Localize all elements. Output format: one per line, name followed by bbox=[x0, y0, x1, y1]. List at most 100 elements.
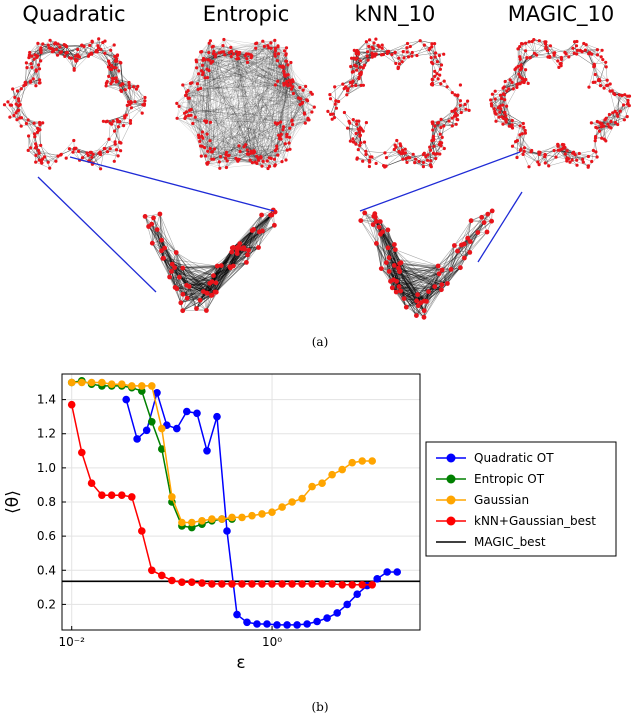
graph-node bbox=[357, 130, 362, 134]
graph-node bbox=[526, 81, 530, 85]
graph-edge bbox=[255, 43, 262, 159]
graph-edge bbox=[35, 147, 40, 161]
graph-edge bbox=[226, 55, 246, 153]
graph-edge bbox=[120, 62, 123, 84]
graph-edge bbox=[66, 44, 83, 53]
graph-edge bbox=[236, 58, 252, 154]
graph-edge bbox=[48, 155, 59, 163]
graph-edge bbox=[15, 88, 22, 105]
graph-edge bbox=[276, 142, 290, 147]
inset-edge bbox=[239, 243, 259, 248]
graph-edge bbox=[210, 62, 270, 158]
graph-node bbox=[535, 53, 539, 57]
graph-node bbox=[573, 153, 577, 157]
graph-edge bbox=[289, 118, 309, 129]
graph-edge bbox=[219, 52, 292, 90]
graph-node bbox=[229, 54, 233, 59]
graph-edge bbox=[208, 52, 276, 151]
graph-edge bbox=[358, 51, 373, 56]
graph-node bbox=[24, 121, 28, 126]
graph-edge bbox=[206, 69, 211, 141]
inset-edge bbox=[159, 213, 165, 249]
inset-edge bbox=[182, 265, 218, 295]
graph-node bbox=[199, 86, 203, 90]
graph-edge bbox=[213, 46, 287, 55]
graph-node bbox=[36, 63, 41, 67]
graph-edge bbox=[285, 61, 289, 75]
graph-node bbox=[27, 134, 31, 138]
graph-node bbox=[584, 43, 588, 47]
graph-node bbox=[623, 93, 627, 97]
graph-edge bbox=[574, 154, 589, 168]
graph-edge bbox=[226, 158, 237, 168]
graph-edge bbox=[520, 133, 526, 150]
graph-node bbox=[119, 88, 123, 92]
graph-edge bbox=[291, 119, 309, 122]
inset-edge bbox=[159, 213, 177, 253]
graph-node bbox=[29, 146, 33, 150]
graph-edge bbox=[198, 122, 207, 136]
graph-edge bbox=[203, 58, 248, 151]
graph-node bbox=[604, 65, 608, 69]
graph-edge bbox=[594, 62, 606, 65]
graph-node bbox=[346, 89, 350, 93]
graph-edge bbox=[176, 118, 270, 167]
graph-node bbox=[597, 129, 602, 133]
graph-node bbox=[354, 131, 358, 136]
graph-edge bbox=[236, 51, 307, 101]
inset-edge bbox=[182, 268, 188, 299]
graph-node bbox=[611, 111, 615, 115]
graph-node bbox=[77, 55, 81, 59]
graph-edge bbox=[284, 75, 311, 93]
graph-node bbox=[345, 93, 349, 97]
graph-edge bbox=[208, 70, 284, 127]
graph-edge bbox=[238, 153, 248, 160]
graph-edge bbox=[75, 45, 83, 62]
graph-edge bbox=[594, 140, 598, 158]
graph-edge bbox=[122, 83, 136, 102]
graph-node bbox=[432, 144, 436, 148]
inset-edge bbox=[176, 265, 218, 289]
graph-edge bbox=[61, 51, 76, 60]
graph-edge bbox=[213, 51, 227, 168]
graph-node bbox=[30, 65, 34, 69]
graph-edge bbox=[213, 53, 280, 139]
graph-node bbox=[431, 151, 435, 155]
graph-edge bbox=[264, 46, 284, 67]
graph-edge bbox=[200, 77, 208, 89]
graph-edge bbox=[418, 153, 436, 162]
graph-edge bbox=[13, 105, 19, 116]
graph-node bbox=[113, 140, 117, 144]
graph-edge bbox=[504, 84, 518, 88]
graph-edge bbox=[42, 43, 53, 52]
graph-node bbox=[393, 50, 397, 55]
graph-edge bbox=[226, 159, 238, 168]
graph-node bbox=[459, 110, 463, 115]
graph-edge bbox=[189, 52, 210, 111]
graph-edge bbox=[19, 117, 38, 129]
graph-edge bbox=[236, 81, 294, 160]
inset-edge bbox=[186, 265, 222, 286]
graph-edge bbox=[533, 39, 551, 47]
graph-edge bbox=[504, 84, 518, 95]
graph-edge bbox=[26, 67, 37, 72]
graph-edge bbox=[251, 47, 287, 57]
graph-edge bbox=[213, 123, 279, 160]
graph-node bbox=[229, 45, 233, 50]
graph-node bbox=[284, 52, 288, 56]
inset-edge bbox=[152, 229, 158, 244]
graph-edge bbox=[414, 162, 432, 167]
inset-edge bbox=[169, 276, 215, 293]
graph-edge bbox=[128, 82, 138, 87]
graph-edge bbox=[275, 84, 292, 90]
graph-node bbox=[67, 147, 71, 151]
graph-node bbox=[111, 119, 115, 123]
graph-node bbox=[210, 157, 214, 161]
graph-edge bbox=[201, 140, 211, 147]
panel-a-graphs: Quadratic Entropic kNN_10 MAGIC_10 (a) bbox=[2, 2, 632, 349]
graph-edge bbox=[120, 62, 123, 84]
graph-edge bbox=[215, 45, 224, 55]
graph-edge bbox=[188, 115, 255, 151]
graph-edge bbox=[376, 52, 396, 55]
graph-edge bbox=[277, 45, 308, 101]
